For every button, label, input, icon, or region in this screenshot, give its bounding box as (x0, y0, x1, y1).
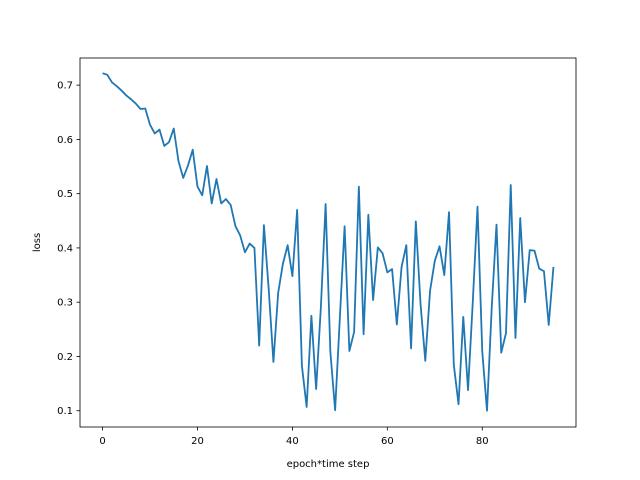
x-tick-label: 20 (191, 436, 204, 447)
x-tick-label: 60 (381, 436, 394, 447)
y-tick-label: 0.1 (57, 406, 73, 417)
y-axis-label: loss (32, 233, 43, 252)
x-axis-label: epoch*time step (287, 459, 370, 470)
y-tick-label: 0.5 (57, 189, 73, 200)
y-tick-label: 0.3 (57, 298, 73, 309)
y-tick-label: 0.4 (57, 243, 73, 254)
axes-frame (79, 57, 577, 428)
x-tick-label: 80 (476, 436, 489, 447)
x-tick-label: 40 (286, 436, 299, 447)
ticks: 0 20 40 60 80 0.1 0.2 0.3 0.4 0.5 0.6 0.7 (57, 81, 489, 447)
x-tick-label: 0 (99, 436, 105, 447)
plot-area (102, 72, 555, 412)
y-tick-label: 0.7 (57, 81, 73, 92)
loss-series-line (102, 72, 555, 412)
y-tick-label: 0.6 (57, 135, 73, 146)
y-tick-label: 0.2 (57, 352, 73, 363)
